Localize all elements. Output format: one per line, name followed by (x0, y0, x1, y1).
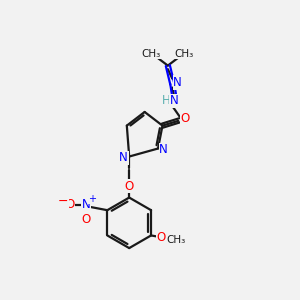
Text: CH₃: CH₃ (175, 49, 194, 59)
Text: N: N (82, 198, 90, 211)
Text: N: N (119, 151, 128, 164)
Text: −: − (58, 195, 68, 208)
Text: N: N (159, 143, 168, 156)
Text: H: H (162, 94, 170, 107)
Text: O: O (157, 231, 166, 244)
Text: O: O (81, 213, 91, 226)
Text: O: O (124, 180, 134, 193)
Text: +: + (88, 194, 97, 204)
Text: N: N (170, 94, 179, 107)
Text: N: N (173, 76, 182, 89)
Text: O: O (180, 112, 190, 125)
Text: CH₃: CH₃ (142, 49, 161, 59)
Text: CH₃: CH₃ (167, 235, 186, 244)
Text: O: O (65, 198, 74, 211)
